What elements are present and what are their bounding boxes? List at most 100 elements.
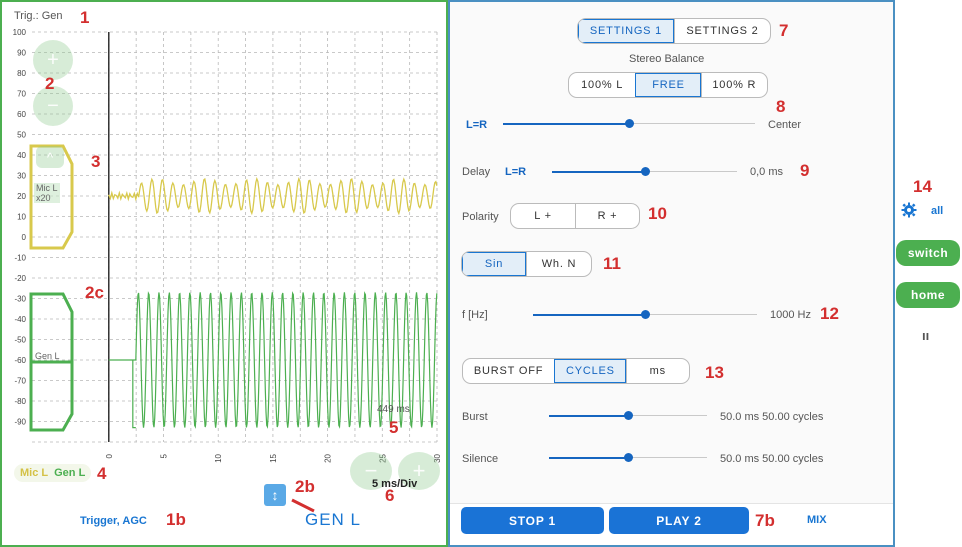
balance-value: Center xyxy=(768,119,802,131)
burst-slider-thumb[interactable] xyxy=(624,411,633,420)
rail-all-link[interactable]: all xyxy=(931,205,944,217)
annotation-7b: 7b xyxy=(755,511,775,530)
delay-slider-track[interactable] xyxy=(645,171,737,172)
tab-settings-1[interactable]: SETTINGS 1 xyxy=(578,19,674,43)
pause-icon[interactable]: ıı xyxy=(922,328,930,343)
balance-100-left[interactable]: 100% L xyxy=(581,79,624,91)
gen-channel-marker[interactable] xyxy=(29,292,74,432)
mix-button[interactable]: MIX xyxy=(807,514,827,526)
waveform-options: Sin Wh. N xyxy=(461,251,592,277)
balance-free[interactable]: FREE xyxy=(635,73,701,97)
burst-slider-track[interactable] xyxy=(628,415,707,416)
burst-label: Burst xyxy=(462,411,488,423)
channel-up-button[interactable]: ^ xyxy=(36,146,64,168)
annotation-arrow-line xyxy=(291,498,315,513)
annotation-1b: 1b xyxy=(166,510,186,529)
polarity-right[interactable]: R + xyxy=(575,204,639,228)
y-tick-label: -20 xyxy=(14,274,26,283)
stereo-balance-title: Stereo Balance xyxy=(629,53,705,65)
frequency-value: 1000 Hz xyxy=(770,309,811,321)
annotation-5: 5 xyxy=(389,418,399,437)
annotation-3: 3 xyxy=(91,152,101,171)
trigger-agc-link[interactable]: Trigger, AGC xyxy=(80,515,147,527)
annotation-arrow xyxy=(291,498,315,513)
y-tick-label: 70 xyxy=(17,90,26,99)
annotation-11: 11 xyxy=(603,254,621,273)
balance-slider-thumb[interactable] xyxy=(625,119,634,128)
annotation-10: 10 xyxy=(648,204,667,223)
burst-slider-fill[interactable] xyxy=(549,415,628,417)
y-tick-label: -40 xyxy=(14,315,26,324)
switch-button[interactable]: switch xyxy=(896,240,960,266)
waveform-sine[interactable]: Sin xyxy=(462,252,526,276)
y-tick-label: 30 xyxy=(17,172,26,181)
burst-cycles[interactable]: CYCLES xyxy=(554,359,626,383)
y-tick-label: -50 xyxy=(14,336,26,345)
balance-slider-track[interactable] xyxy=(629,123,755,124)
silence-slider-thumb[interactable] xyxy=(624,453,633,462)
balance-slider-fill[interactable] xyxy=(503,123,629,125)
tab-settings-2[interactable]: SETTINGS 2 xyxy=(674,19,770,43)
legend-gen[interactable]: Gen L xyxy=(54,467,86,479)
y-tick-label: 80 xyxy=(17,69,26,78)
stop-button[interactable]: STOP 1 xyxy=(461,507,604,534)
annotation-2c: 2c xyxy=(85,283,104,302)
y-tick-label: -60 xyxy=(14,356,26,365)
channel-legend[interactable]: Mic L Gen L xyxy=(14,464,92,482)
scope-panel xyxy=(0,0,448,547)
waveform-white-noise[interactable]: Wh. N xyxy=(526,252,591,276)
frequency-slider-thumb[interactable] xyxy=(641,310,650,319)
gear-icon[interactable] xyxy=(901,202,917,218)
home-button[interactable]: home xyxy=(896,282,960,308)
burst-ms[interactable]: ms xyxy=(625,359,689,383)
annotation-2b: 2b xyxy=(295,477,315,496)
vertical-scale-icon[interactable]: ↕ xyxy=(264,484,286,506)
x-tick-label: 20 xyxy=(324,453,333,462)
annotation-14: 14 xyxy=(913,177,932,196)
burst-mode-options: BURST OFF CYCLES ms xyxy=(462,358,690,384)
y-tick-label: -70 xyxy=(14,377,26,386)
annotation-6: 6 xyxy=(385,486,395,505)
frequency-slider-track[interactable] xyxy=(645,314,757,315)
silence-slider-fill[interactable] xyxy=(549,457,628,459)
y-tick-label: 10 xyxy=(17,213,26,222)
zoom-in-button[interactable]: + xyxy=(33,40,73,80)
frequency-slider-fill[interactable] xyxy=(533,314,645,316)
time-readout: 449 ms xyxy=(377,404,410,415)
silence-value: 50.0 ms 50.00 cycles xyxy=(720,453,824,465)
delay-slider-fill[interactable] xyxy=(552,171,645,173)
channel-select-label[interactable]: GEN L xyxy=(305,510,362,529)
timebase-increase-button[interactable]: + xyxy=(398,452,440,490)
scope-plot[interactable]: 1009080706050403020100-10-20-30-40-50-60… xyxy=(0,0,448,547)
delay-mode[interactable]: L=R xyxy=(505,166,527,178)
balance-100-right[interactable]: 100% R xyxy=(700,73,767,97)
delay-label: Delay xyxy=(462,166,491,178)
x-tick-label: 30 xyxy=(433,453,442,462)
burst-off[interactable]: BURST OFF xyxy=(473,365,544,377)
x-tick-label: 25 xyxy=(378,453,387,462)
annotation-4: 4 xyxy=(97,464,107,483)
delay-slider-thumb[interactable] xyxy=(641,167,650,176)
delay-value: 0,0 ms xyxy=(750,166,784,178)
legend-mic[interactable]: Mic L xyxy=(20,467,49,479)
y-tick-label: 90 xyxy=(17,49,26,58)
timebase-decrease-button[interactable]: − xyxy=(350,452,392,490)
polarity-left[interactable]: L + xyxy=(534,210,552,222)
play-button[interactable]: PLAY 2 xyxy=(609,507,749,534)
mic-channel-tag: Mic L x20 xyxy=(34,183,60,203)
annotation-9: 9 xyxy=(800,161,810,180)
y-tick-label: 100 xyxy=(13,28,27,37)
y-tick-label: -80 xyxy=(14,397,26,406)
silence-slider-track[interactable] xyxy=(628,457,707,458)
scope-traces xyxy=(108,176,438,429)
y-tick-label: -90 xyxy=(14,418,26,427)
trigger-status: Trig.: Gen xyxy=(14,10,63,22)
gen-channel-tag: Gen L xyxy=(35,351,60,361)
x-tick-label: 0 xyxy=(105,453,114,458)
scope-ticks: 1009080706050403020100-10-20-30-40-50-60… xyxy=(13,28,442,463)
mic-channel-marker[interactable] xyxy=(29,144,74,250)
y-tick-label: 50 xyxy=(17,131,26,140)
zoom-out-button[interactable]: − xyxy=(33,86,73,126)
y-tick-label: 20 xyxy=(17,192,26,201)
annotation-12: 12 xyxy=(820,304,839,323)
